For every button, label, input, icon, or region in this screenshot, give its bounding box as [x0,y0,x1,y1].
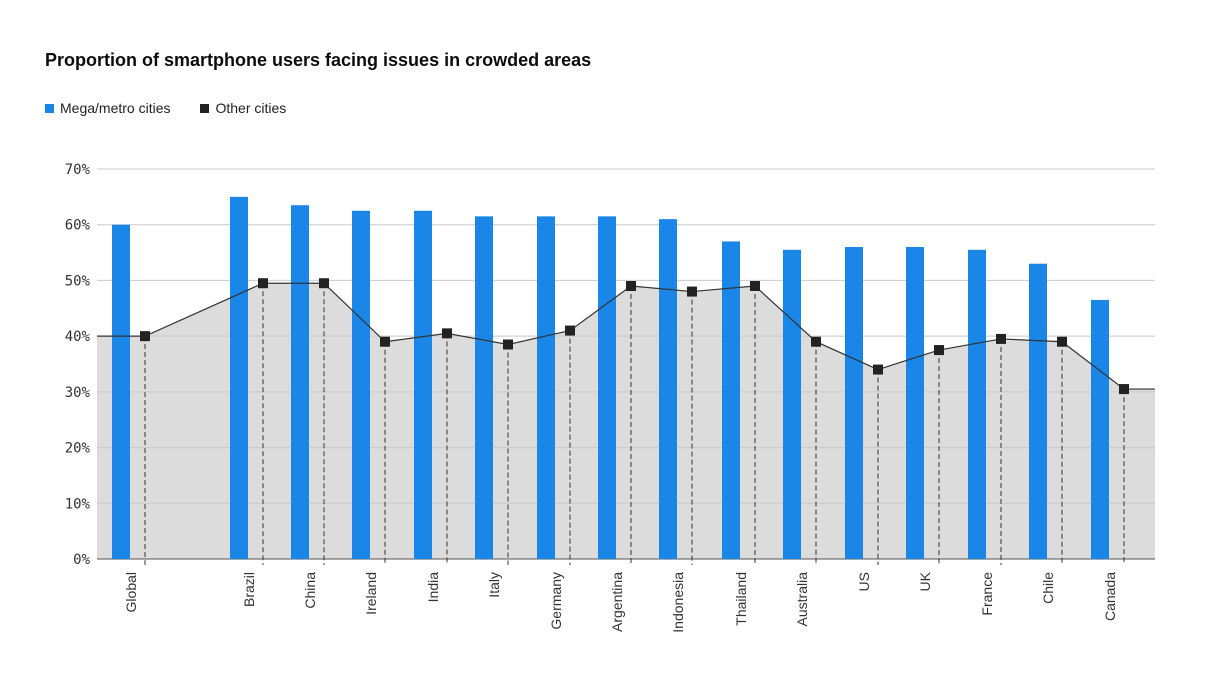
legend-swatch-mega-metro [45,103,54,113]
marker-other-cities [380,336,390,347]
x-category-label: Italy [486,572,502,598]
bar-mega-metro [291,205,309,559]
x-category-label: Indonesia [670,572,686,633]
x-category-label: Germany [548,572,564,630]
bar-mega-metro [659,219,677,559]
legend-item-other-cities: Other cities [200,100,286,116]
bar-mega-metro [475,216,493,559]
y-tick-label: 70% [65,162,91,178]
other-cities-line [97,282,1155,390]
marker-other-cities [626,281,636,291]
marker-other-cities [687,286,697,297]
bar-mega-metro [598,216,616,559]
x-category-label: China [302,572,318,609]
bar-mega-metro [783,249,801,560]
x-category-label: India [425,572,441,603]
x-category-label: France [979,572,995,616]
marker-other-cities [1057,336,1067,347]
bar-mega-metro [1091,299,1109,559]
x-category-label: Australia [794,572,810,627]
marker-other-cities [934,345,944,356]
x-category-label: Canada [1102,572,1118,621]
marker-other-cities [503,339,513,350]
bar-mega-metro [968,249,986,560]
x-category-label: US [856,572,872,591]
bar-mega-metro [906,247,924,559]
y-tick-label: 10% [65,496,91,512]
y-tick-label: 60% [65,218,91,234]
x-category-label: Ireland [363,572,379,615]
marker-other-cities [442,328,452,339]
legend-item-mega-metro: Mega/metro cities [45,100,170,116]
marker-other-cities [319,278,329,289]
marker-other-cities [873,364,883,375]
bar-mega-metro [845,247,863,559]
bar-mega-metro [230,196,248,559]
marker-other-cities [258,278,268,289]
chart-title: Proportion of smartphone users facing is… [45,50,592,70]
legend: Mega/metro cities Other cities [45,100,316,116]
legend-label-other-cities: Other cities [215,100,287,116]
bar-mega-metro [112,224,130,559]
x-category-label: UK [917,571,933,591]
bar-mega-metro [352,210,370,560]
bar-mega-metro [414,210,432,560]
x-category-label: Chile [1040,572,1056,604]
x-category-label: Global [123,572,139,612]
bar-mega-metro [1029,263,1047,559]
y-tick-label: 20% [65,441,91,457]
marker-other-cities [750,281,760,291]
y-tick-label: 50% [65,273,91,289]
marker-other-cities [565,325,575,336]
marker-other-cities [996,333,1006,344]
x-category-label: Brazil [241,572,257,607]
y-tick-label: 40% [65,329,91,345]
x-category-label: Argentina [609,572,625,632]
marker-other-cities [811,336,821,347]
y-tick-label: 30% [65,385,91,401]
y-tick-label: 0% [73,552,90,568]
legend-label-mega-metro: Mega/metro cities [60,100,171,116]
legend-swatch-other-cities [200,103,210,113]
bar-mega-metro [722,241,740,559]
bar-mega-metro [537,216,555,559]
marker-other-cities [140,331,150,342]
marker-other-cities [1119,384,1129,395]
other-cities-area [97,283,1155,559]
x-category-label: Thailand [733,572,749,626]
